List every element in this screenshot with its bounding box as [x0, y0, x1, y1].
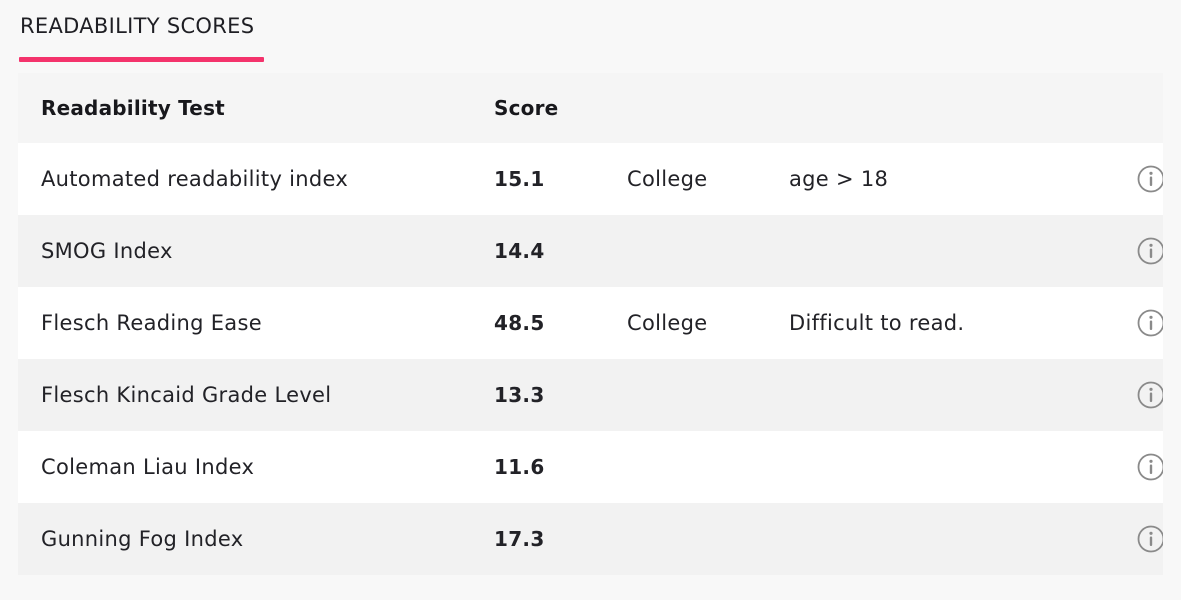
row-description — [789, 215, 1059, 287]
row-description — [789, 359, 1059, 431]
column-header-description — [789, 73, 1059, 143]
row-score: 13.3 — [494, 383, 545, 407]
table-row: Automated readability index 15.1 College… — [18, 143, 1163, 215]
section-title-underline — [19, 57, 264, 62]
row-score: 17.3 — [494, 527, 545, 551]
row-level — [627, 503, 789, 575]
column-header-info — [1059, 73, 1163, 143]
row-description — [789, 431, 1059, 503]
row-description: Difficult to read. — [789, 311, 965, 335]
info-icon[interactable] — [1136, 308, 1163, 338]
row-test-name: SMOG Index — [41, 239, 173, 263]
row-test-name: Automated readability index — [41, 167, 349, 191]
table-row: Flesch Reading Ease 48.5 College Difficu… — [18, 287, 1163, 359]
info-icon[interactable] — [1136, 380, 1163, 410]
info-icon[interactable] — [1136, 524, 1163, 554]
row-test-name: Flesch Reading Ease — [41, 311, 262, 335]
table-row: Flesch Kincaid Grade Level 13.3 — [18, 359, 1163, 431]
column-header-level — [627, 73, 789, 143]
row-test-name: Gunning Fog Index — [41, 527, 244, 551]
row-test-name: Flesch Kincaid Grade Level — [41, 383, 332, 407]
row-score: 14.4 — [494, 239, 545, 263]
row-score: 48.5 — [494, 311, 545, 335]
row-level — [627, 431, 789, 503]
row-description: age > 18 — [789, 167, 889, 191]
table-row: SMOG Index 14.4 — [18, 215, 1163, 287]
row-level — [627, 215, 789, 287]
section-title: READABILITY SCORES — [20, 14, 255, 38]
row-level: College — [627, 167, 708, 191]
row-description — [789, 503, 1059, 575]
row-score: 15.1 — [494, 167, 545, 191]
row-level — [627, 359, 789, 431]
readability-table: Readability Test Score Automated readabi… — [18, 73, 1163, 575]
row-level: College — [627, 311, 708, 335]
column-header-score: Score — [494, 96, 559, 120]
row-test-name: Coleman Liau Index — [41, 455, 255, 479]
table-row: Coleman Liau Index 11.6 — [18, 431, 1163, 503]
table-row: Gunning Fog Index 17.3 — [18, 503, 1163, 575]
info-icon[interactable] — [1136, 236, 1163, 266]
column-header-test: Readability Test — [41, 96, 225, 120]
info-icon[interactable] — [1136, 452, 1163, 482]
row-score: 11.6 — [494, 455, 545, 479]
info-icon[interactable] — [1136, 164, 1163, 194]
table-header-row: Readability Test Score — [18, 73, 1163, 143]
